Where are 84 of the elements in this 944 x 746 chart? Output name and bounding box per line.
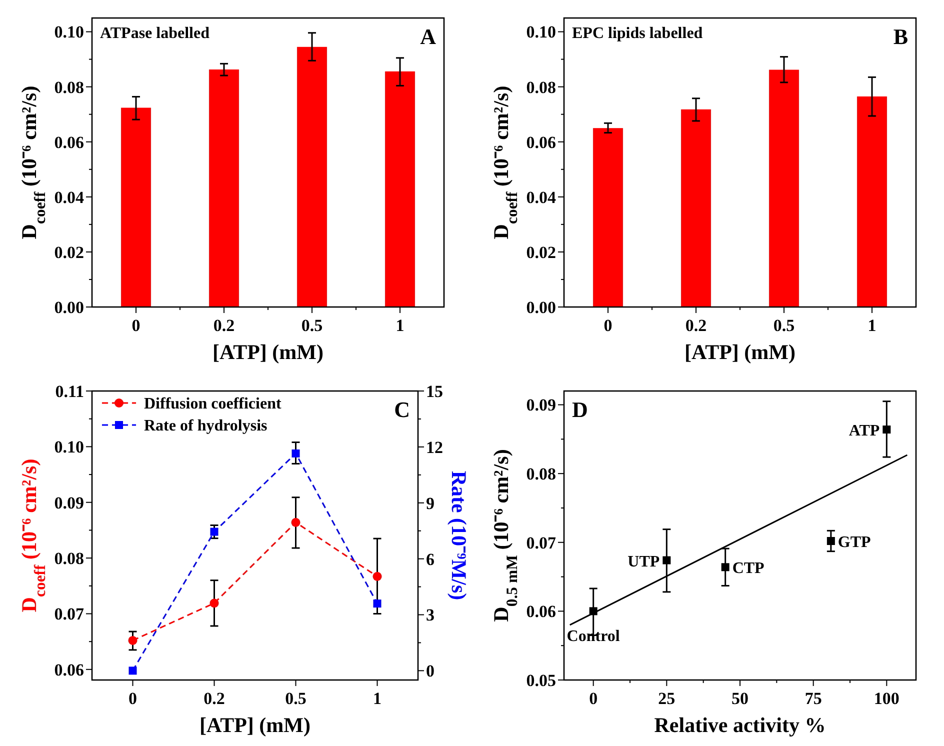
y-tick-label: 0.07	[526, 533, 556, 552]
y-tick-label: 0.08	[526, 464, 556, 484]
y-tick-label: 0.05	[526, 670, 556, 690]
point	[826, 537, 835, 546]
x-tick-label: 1	[868, 316, 876, 335]
x-tick-label: 0.2	[213, 316, 235, 335]
x-tick-label: 0.5	[301, 316, 323, 335]
x-tick-label: 0	[132, 316, 140, 335]
y-tick-label: 0.10	[526, 22, 556, 42]
y-tick-label: 0.02	[54, 242, 84, 262]
y2-tick-label: 6	[426, 550, 434, 569]
point	[292, 449, 300, 458]
y-tick-label: 0.06	[526, 602, 556, 622]
y2-axis-title: Rate (10⁻⁹M/s)	[447, 470, 471, 600]
annotation: Control	[566, 628, 620, 646]
point	[372, 572, 382, 581]
y-tick-label: 0.09	[54, 493, 84, 512]
y-tick-label: 0.10	[54, 438, 84, 457]
bar	[769, 70, 799, 307]
point	[662, 556, 671, 564]
y2-tick-label: 12	[426, 438, 443, 457]
y-tick-label: 0.06	[54, 660, 84, 680]
y-tick-label: 0.07	[54, 604, 84, 624]
x-tick-label: 0.5	[773, 316, 795, 335]
annotation: ATP	[848, 422, 880, 440]
chart-title: EPC lipids labelled	[572, 25, 703, 42]
x-axis-title: [ATP] (mM)	[212, 340, 324, 364]
y-tick-label: 0.04	[54, 188, 84, 207]
bar	[593, 128, 623, 307]
y2-tick-label: 3	[426, 606, 434, 625]
point	[291, 518, 300, 527]
y-tick-label: 0.06	[54, 132, 84, 152]
x-tick-label: 100	[874, 689, 900, 708]
y2-tick-label: 15	[426, 382, 443, 401]
x-tick-label: 0.5	[285, 689, 306, 708]
annotation: A	[420, 24, 436, 49]
point	[373, 600, 382, 608]
y-tick-label: 0.08	[54, 549, 84, 568]
point	[882, 426, 891, 434]
y-tick-label: 0.08	[54, 78, 84, 97]
x-tick-label: 75	[804, 689, 822, 708]
x-tick-label: 0	[604, 316, 612, 335]
annotation: CTP	[732, 560, 765, 578]
annotation: B	[893, 24, 908, 49]
bar	[209, 69, 239, 307]
y-tick-label: 0.02	[526, 242, 556, 262]
x-tick-label: 0.2	[685, 316, 707, 335]
point	[721, 563, 730, 572]
x-axis-title: [ATP] (mM)	[200, 713, 310, 737]
legend-label: Rate of hydrolysis	[144, 418, 268, 435]
y2-tick-label: 0	[426, 662, 434, 681]
point	[128, 666, 137, 675]
annotation: UTP	[628, 553, 660, 570]
x-tick-label: 1	[373, 689, 382, 708]
y-tick-label: 0.00	[54, 298, 84, 317]
annotation: C	[394, 397, 410, 422]
bar	[121, 108, 151, 307]
annotation: GTP	[838, 534, 872, 552]
annotation: D	[572, 397, 588, 422]
y-tick-label: 0.06	[526, 132, 556, 152]
x-tick-label: 0.2	[204, 689, 225, 708]
bar	[297, 46, 327, 307]
point	[210, 528, 218, 536]
x-tick-label: 1	[396, 316, 404, 335]
y-tick-label: 0.09	[526, 396, 556, 415]
y-tick-label: 0.10	[54, 22, 84, 42]
y-tick-label: 0.00	[526, 298, 556, 317]
x-axis-title: Relative activity %	[654, 713, 826, 737]
y-tick-label: 0.04	[526, 188, 556, 207]
y-tick-label: 0.08	[526, 78, 556, 97]
y-tick-label: 0.11	[55, 382, 84, 401]
x-tick-label: 25	[658, 689, 676, 708]
x-tick-label: 0	[589, 689, 598, 708]
y2-tick-label: 9	[426, 494, 434, 513]
point	[128, 636, 138, 645]
legend-label: Diffusion coefficient	[144, 396, 282, 413]
chart-title: ATPase labelled	[100, 25, 210, 42]
point	[210, 598, 219, 608]
bar	[857, 96, 887, 307]
bar	[681, 109, 711, 307]
x-tick-label: 50	[732, 689, 748, 708]
bar	[385, 71, 415, 307]
x-tick-label: 0	[128, 689, 137, 708]
x-axis-title: [ATP] (mM)	[684, 340, 796, 364]
